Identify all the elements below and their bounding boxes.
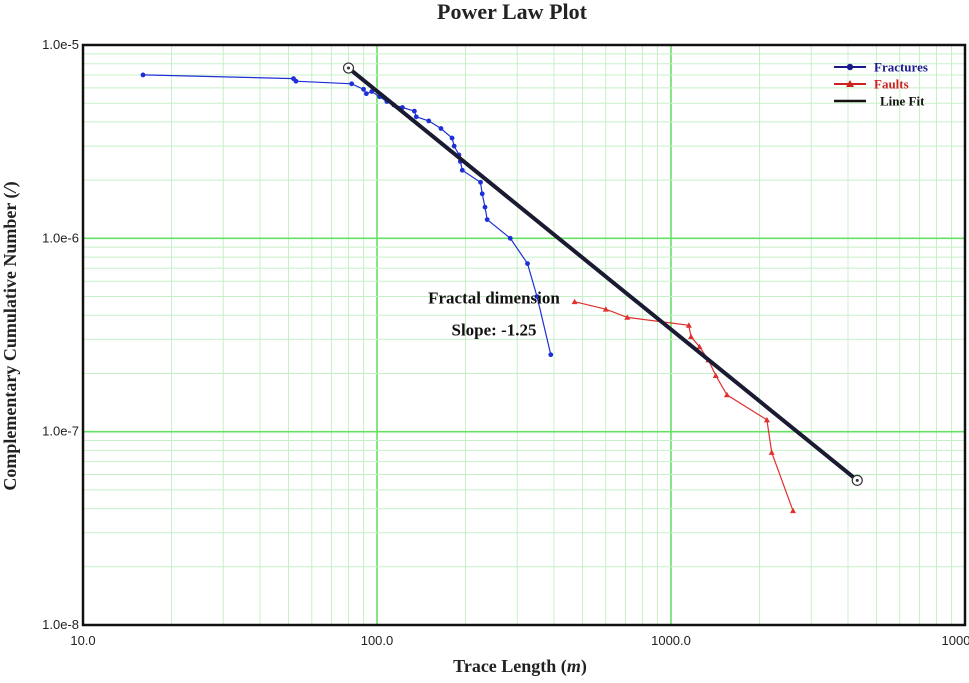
chart-title: Power Law Plot	[437, 0, 588, 24]
data-point	[485, 217, 490, 222]
legend-swatch-marker	[847, 64, 853, 70]
data-point	[294, 79, 299, 84]
fit-endpoint-center	[856, 479, 859, 482]
data-point	[450, 136, 455, 141]
x-tick-label: 10.0	[70, 633, 95, 648]
x-axis-label: Trace Length (m)	[453, 656, 587, 677]
data-point	[478, 180, 483, 185]
data-point	[414, 114, 419, 119]
data-point	[426, 118, 431, 123]
data-point	[525, 261, 530, 266]
data-point	[439, 126, 444, 131]
legend-label: Faults	[874, 77, 909, 92]
data-point	[508, 236, 513, 241]
data-point	[141, 73, 146, 78]
data-point	[361, 87, 366, 92]
fit-endpoint-center	[347, 67, 350, 70]
y-tick-label: 1.0e-6	[42, 230, 79, 245]
data-point	[412, 109, 417, 114]
data-point	[364, 91, 369, 96]
x-tick-label: 10000.0	[942, 633, 969, 648]
data-point	[480, 191, 485, 196]
data-point	[548, 352, 553, 357]
x-tick-label: 1000.0	[651, 633, 691, 648]
y-tick-label: 1.0e-5	[42, 37, 79, 52]
annotation-text: Fractal dimension	[428, 289, 560, 308]
y-tick-label: 1.0e-8	[42, 617, 79, 632]
legend-label: Line Fit	[880, 94, 925, 109]
x-tick-label: 100.0	[361, 633, 394, 648]
data-point	[452, 144, 457, 149]
legend-label: Fractures	[874, 60, 928, 75]
annotation-text: Slope: -1.25	[451, 320, 536, 339]
data-point	[349, 81, 354, 86]
y-axis-label: Complementary Cumulative Number (/)	[0, 181, 21, 490]
data-point	[460, 168, 465, 173]
data-point	[483, 205, 488, 210]
y-tick-label: 1.0e-7	[42, 424, 79, 439]
